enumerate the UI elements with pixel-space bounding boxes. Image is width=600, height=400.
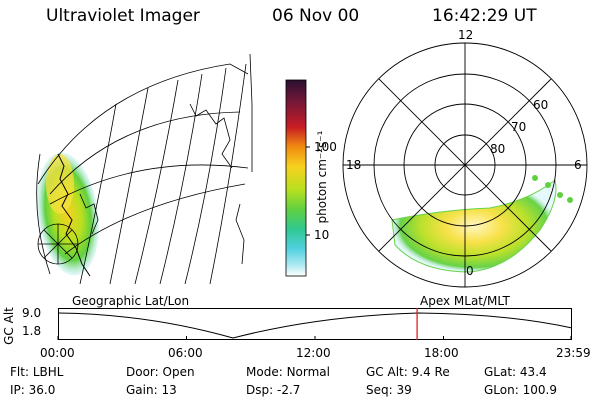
orbit-altitude-curve <box>57 312 573 339</box>
colorbar-tick-10: 10 <box>314 228 330 242</box>
colorbar-unit-label: photon cm⁻²s⁻¹ <box>315 130 329 224</box>
map-caption: Geographic Lat/Lon <box>72 294 190 308</box>
info-gain: Gain: 13 <box>126 383 177 397</box>
polar-caption: Apex MLat/MLT <box>420 294 510 308</box>
mlat-label-70: 70 <box>511 120 527 134</box>
orbit-ylabel: GC Alt <box>2 307 16 345</box>
orbit-xtick-0000: 00:00 <box>40 346 75 360</box>
info-ip: IP: 36.0 <box>10 383 56 397</box>
map-aurora-core <box>46 154 74 214</box>
orbit-xtick-1200: 12:00 <box>296 346 331 360</box>
instrument-title: Ultraviolet Imager <box>46 6 200 26</box>
observation-date: 06 Nov 00 <box>272 6 360 26</box>
info-seq: Seq: 39 <box>366 383 412 397</box>
observation-time: 16:42:29 UT <box>432 6 537 26</box>
mlat-label-60: 60 <box>533 98 549 112</box>
polar-grid <box>342 42 588 288</box>
polar-aurora-spot-2 <box>545 182 551 188</box>
polar-aurora-band <box>391 179 557 273</box>
mlat-label-80: 80 <box>490 142 506 156</box>
orbit-xtick-2359: 23:59 <box>556 346 591 360</box>
map-grid <box>36 53 253 285</box>
mlt-label-18: 18 <box>346 158 362 172</box>
info-glat: GLat: 43.4 <box>484 365 547 379</box>
mlt-label-12: 12 <box>458 28 474 42</box>
mlt-label-6: 6 <box>574 158 582 172</box>
colorbar-tick-100: 100 <box>314 140 337 154</box>
polar-aurora-spot-3 <box>557 192 563 198</box>
geographic-map <box>36 53 253 285</box>
polar-aurora-spot-4 <box>567 197 573 203</box>
colorbar-scale <box>285 79 307 277</box>
orbit-ytick-low: 1.8 <box>22 324 42 338</box>
colorbar <box>285 79 310 277</box>
orbit-ytick-high: 9.0 <box>22 306 42 320</box>
polar-aurora-spot-1 <box>532 175 538 181</box>
orbit-altitude-chart <box>57 308 573 340</box>
mlt-label-0: 0 <box>466 264 474 278</box>
info-flt: Flt: LBHL <box>10 365 64 379</box>
info-gc-alt: GC Alt: 9.4 Re <box>366 365 450 379</box>
orbit-xtick-1800: 18:00 <box>424 346 459 360</box>
info-door: Door: Open <box>126 365 195 379</box>
info-mode: Mode: Normal <box>246 365 330 379</box>
polar-plot <box>342 42 588 288</box>
info-glon: GLon: 100.9 <box>484 383 557 397</box>
info-dsp: Dsp: -2.7 <box>246 383 301 397</box>
orbit-xtick-0600: 06:00 <box>168 346 203 360</box>
